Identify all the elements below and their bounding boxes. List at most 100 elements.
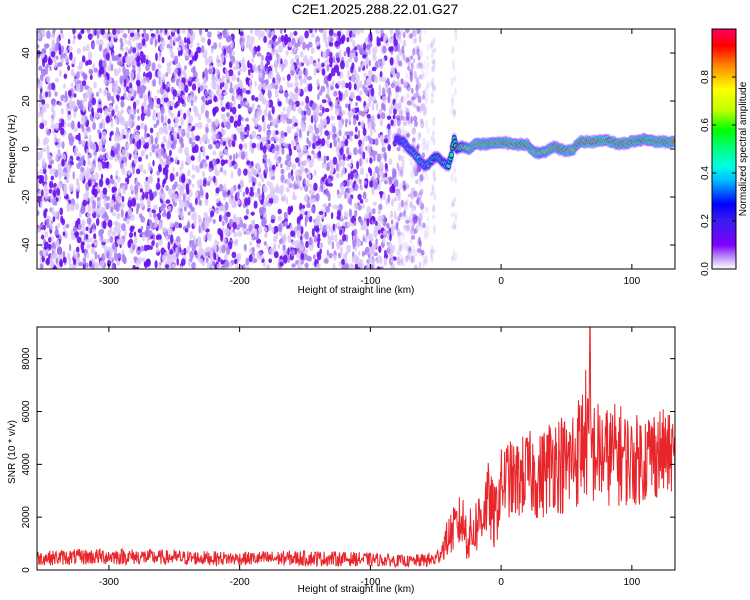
- noise-speckle: [346, 46, 351, 54]
- noise-speckle: [166, 31, 170, 37]
- noise-speckle: [384, 172, 388, 178]
- noise-speckle: [213, 252, 217, 260]
- noise-speckle: [58, 101, 62, 106]
- noise-speckle: [131, 197, 137, 207]
- noise-speckle: [106, 238, 110, 244]
- noise-speckle: [340, 246, 343, 255]
- noise-speckle: [322, 118, 328, 126]
- noise-speckle: [115, 127, 119, 137]
- noise-speckle: [389, 210, 394, 219]
- noise-speckle: [57, 138, 61, 144]
- noise-speckle: [256, 52, 262, 57]
- noise-speckle: [96, 218, 100, 226]
- noise-speckle: [295, 86, 299, 94]
- noise-speckle: [105, 196, 110, 201]
- noise-speckle: [388, 36, 394, 44]
- noise-streak: [454, 175, 457, 184]
- noise-speckle: [123, 257, 127, 265]
- noise-speckle: [198, 247, 204, 255]
- noise-speckle: [417, 239, 422, 247]
- noise-speckle: [123, 78, 127, 88]
- noise-speckle: [411, 127, 416, 135]
- noise-speckle: [400, 96, 404, 103]
- noise-speckle: [163, 208, 166, 215]
- noise-speckle: [235, 224, 241, 231]
- noise-speckle: [326, 166, 330, 171]
- noise-speckle: [256, 143, 260, 150]
- noise-speckle: [226, 71, 229, 77]
- noise-speckle: [257, 243, 260, 249]
- noise-speckle: [372, 201, 377, 206]
- noise-speckle: [73, 111, 77, 119]
- noise-speckle: [216, 61, 220, 67]
- noise-speckle: [40, 109, 44, 118]
- noise-speckle: [209, 91, 214, 97]
- noise-speckle: [201, 171, 206, 177]
- noise-speckle: [368, 258, 373, 263]
- noise-speckle: [222, 220, 225, 226]
- noise-speckle: [263, 109, 268, 117]
- noise-speckle: [397, 29, 402, 35]
- noise-speckle: [260, 30, 265, 38]
- noise-speckle: [189, 205, 192, 210]
- noise-speckle: [101, 161, 107, 169]
- noise-speckle: [70, 81, 74, 88]
- noise-speckle: [316, 135, 320, 140]
- noise-streak: [432, 117, 436, 127]
- noise-speckle: [219, 205, 223, 212]
- noise-speckle: [304, 262, 309, 269]
- noise-speckle: [192, 125, 196, 131]
- noise-speckle: [165, 235, 169, 241]
- noise-speckle: [70, 120, 75, 130]
- noise-streak: [423, 233, 427, 241]
- noise-speckle: [237, 230, 243, 238]
- noise-speckle: [37, 175, 43, 180]
- noise-speckle: [196, 46, 202, 54]
- noise-speckle: [96, 207, 101, 216]
- noise-streak: [426, 43, 430, 51]
- noise-speckle: [287, 247, 290, 255]
- noise-speckle: [63, 83, 66, 89]
- noise-speckle: [398, 99, 402, 106]
- noise-speckle: [132, 101, 137, 110]
- noise-speckle: [250, 73, 254, 78]
- noise-speckle: [216, 263, 221, 269]
- noise-speckle: [412, 115, 418, 122]
- noise-speckle: [348, 81, 352, 91]
- noise-speckle: [247, 60, 250, 69]
- noise-speckle: [400, 164, 404, 172]
- noise-speckle: [405, 92, 410, 100]
- noise-speckle: [159, 205, 164, 212]
- noise-speckle: [337, 140, 342, 149]
- noise-speckle: [398, 171, 404, 177]
- noise-speckle: [198, 240, 202, 249]
- noise-speckle: [415, 179, 419, 185]
- noise-speckle: [341, 159, 345, 167]
- noise-speckle: [94, 29, 97, 36]
- noise-speckle: [243, 243, 247, 251]
- noise-speckle: [49, 168, 55, 175]
- noise-speckle: [252, 185, 256, 190]
- noise-speckle: [221, 244, 226, 254]
- noise-speckle: [412, 37, 416, 45]
- noise-speckle: [125, 177, 128, 183]
- noise-streak: [432, 224, 436, 234]
- noise-speckle: [313, 111, 318, 116]
- noise-speckle: [328, 202, 332, 208]
- noise-speckle: [62, 97, 66, 102]
- noise-speckle: [90, 163, 95, 173]
- noise-speckle: [212, 261, 215, 266]
- noise-speckle: [39, 168, 44, 175]
- noise-speckle: [225, 45, 231, 54]
- noise-speckle: [270, 143, 275, 150]
- noise-speckle: [121, 149, 125, 157]
- noise-speckle: [131, 88, 135, 95]
- noise-speckle: [68, 137, 74, 146]
- noise-speckle: [387, 241, 393, 250]
- noise-speckle: [60, 215, 64, 224]
- noise-speckle: [236, 191, 240, 200]
- noise-speckle: [305, 95, 310, 105]
- noise-speckle: [105, 202, 110, 210]
- noise-speckle: [338, 90, 341, 96]
